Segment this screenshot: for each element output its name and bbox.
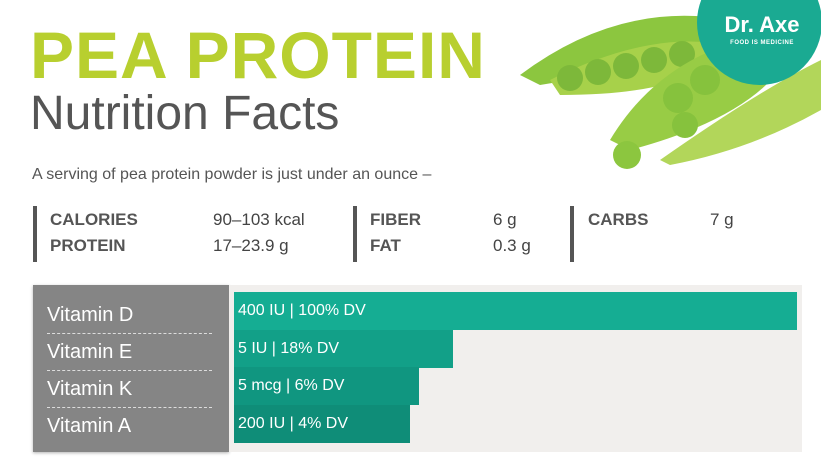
- divider: [33, 206, 37, 262]
- bar-chart-area: 400 IU | 100% DV 5 IU | 18% DV 5 mcg | 6% …: [229, 285, 802, 452]
- page-subtitle: Nutrition Facts: [30, 87, 340, 140]
- category-label: Vitamin E: [47, 334, 212, 371]
- divider: [353, 206, 357, 262]
- bar-data-label: 400 IU | 100% DV: [238, 302, 366, 319]
- stat-value-fat: 0.3 g: [493, 236, 531, 255]
- bar-data-label: 5 IU | 18% DV: [238, 339, 340, 357]
- bar-vitamin-d: 400 IU | 100% DV: [234, 292, 797, 330]
- bar-data-label: 5 mcg | 6% DV: [238, 377, 345, 394]
- stat-label-fat: FAT: [370, 236, 401, 255]
- stat-label-carbs: CARBS: [588, 210, 649, 229]
- bar-vitamin-e: 5 IU | 18% DV: [234, 329, 454, 368]
- category-label: Vitamin D: [47, 297, 212, 334]
- logo-text: Dr. Axe: [724, 12, 800, 37]
- category-label: Vitamin K: [47, 371, 212, 408]
- divider: [570, 206, 574, 262]
- stat-value-calories: 90–103 kcal: [213, 210, 305, 229]
- logo-tagline: FOOD IS MEDICINE: [730, 40, 794, 46]
- stat-label-fiber: FIBER: [370, 210, 421, 229]
- bar-vitamin-a: 200 IU | 4% DV: [234, 404, 411, 443]
- stat-label-calories: CALORIES: [50, 210, 138, 229]
- stat-value-protein: 17–23.9 g: [213, 236, 289, 255]
- vitamin-label-column: Vitamin D Vitamin E Vitamin K Vitamin A: [33, 285, 229, 452]
- bar-data-label: 200 IU | 4% DV: [238, 414, 348, 432]
- stat-value-carbs: 7 g: [710, 210, 734, 229]
- bar-vitamin-k: 5 mcg | 6% DV: [234, 367, 419, 405]
- category-label: Vitamin A: [47, 415, 132, 437]
- intro-text: A serving of pea protein powder is just …: [32, 166, 432, 183]
- stat-label-protein: PROTEIN: [50, 236, 126, 255]
- stat-value-fiber: 6 g: [493, 210, 517, 229]
- page-title: PEA PROTEIN: [30, 18, 486, 92]
